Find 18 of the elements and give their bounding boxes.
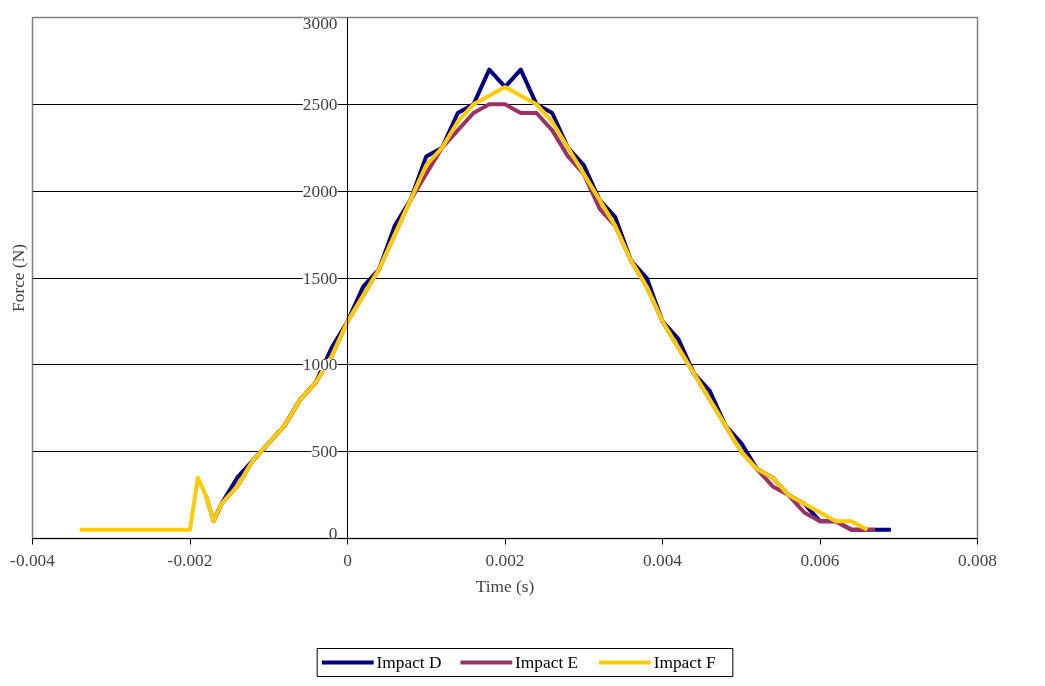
y-tick-label: 3000 xyxy=(302,13,338,33)
x-tick-label: -0.004 xyxy=(10,550,56,570)
y-tick-label: 2500 xyxy=(302,94,338,114)
y-tick-label: 1500 xyxy=(302,268,338,288)
legend-label: Impact F xyxy=(653,653,717,672)
y-axis-title: Force (N) xyxy=(8,243,28,312)
y-tick-label: 2000 xyxy=(302,181,338,201)
x-axis-title: Time (s) xyxy=(475,576,535,596)
x-tick-label: -0.002 xyxy=(167,550,213,570)
x-tick-label: 0.004 xyxy=(643,550,683,570)
x-tick-label: 0.006 xyxy=(800,550,840,570)
y-tick-label: 1000 xyxy=(302,355,338,375)
legend-label: Impact E xyxy=(515,653,579,672)
x-tick-label: 0.002 xyxy=(485,550,525,570)
legend-label: Impact D xyxy=(376,653,442,672)
x-tick-label: 0 xyxy=(343,550,352,570)
x-tick-label: 0.008 xyxy=(958,550,998,570)
y-tick-label: 500 xyxy=(311,442,338,462)
